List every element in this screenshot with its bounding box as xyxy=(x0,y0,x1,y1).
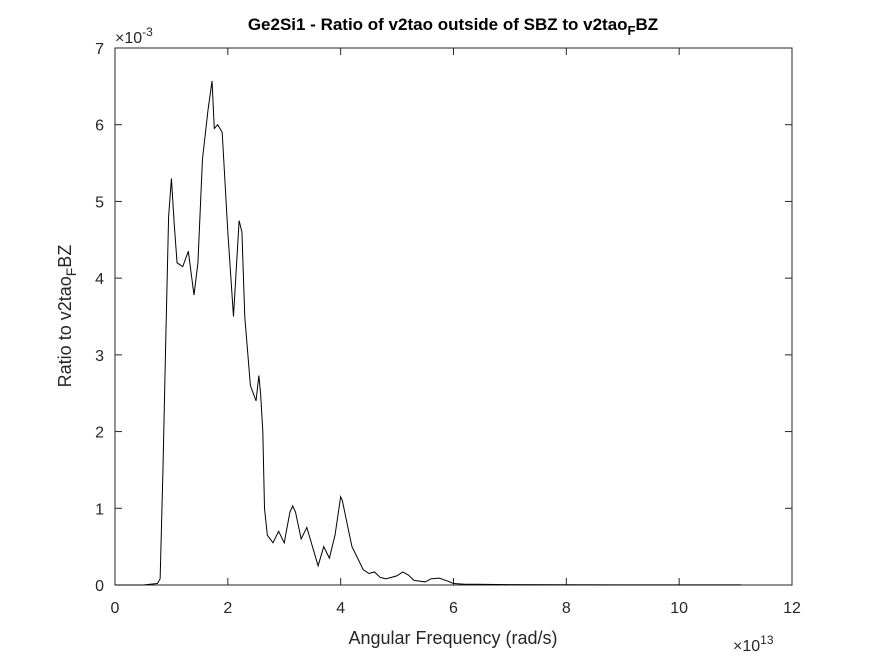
x-axis-label: Angular Frequency (rad/s) xyxy=(348,628,557,648)
x-tick-label: 0 xyxy=(111,600,120,617)
y-tick-label: 4 xyxy=(95,271,104,288)
x-tick-label: 4 xyxy=(336,600,345,617)
x-tick-labels: 0 2 4 6 8 10 12 xyxy=(111,600,801,617)
y-tick-label: 0 xyxy=(95,578,104,595)
y-tick-label: 2 xyxy=(95,425,104,442)
y-axis-label: Ratio to v2taoFBZ xyxy=(55,245,79,388)
x-ticks xyxy=(114,48,793,585)
y-tick-label: 1 xyxy=(95,501,104,518)
y-tick-label: 5 xyxy=(95,194,104,211)
plot-area xyxy=(114,47,793,586)
x-tick-label: 12 xyxy=(783,600,801,617)
x-tick-label: 6 xyxy=(449,600,458,617)
x-axis-multiplier: ×1013 xyxy=(733,633,774,655)
chart-title: Ge2Si1 - Ratio of v2tao outside of SBZ t… xyxy=(248,15,658,38)
y-tick-label: 3 xyxy=(95,348,104,365)
series-line xyxy=(115,80,742,586)
y-axis-multiplier: ×10-3 xyxy=(115,25,153,47)
y-ticks xyxy=(115,47,792,586)
x-tick-label: 2 xyxy=(223,600,232,617)
x-tick-label: 10 xyxy=(670,600,688,617)
y-tick-label: 7 xyxy=(95,41,104,58)
y-tick-label: 6 xyxy=(95,118,104,135)
y-tick-labels: 0 1 2 3 4 5 6 7 xyxy=(95,41,104,595)
x-tick-label: 8 xyxy=(562,600,571,617)
